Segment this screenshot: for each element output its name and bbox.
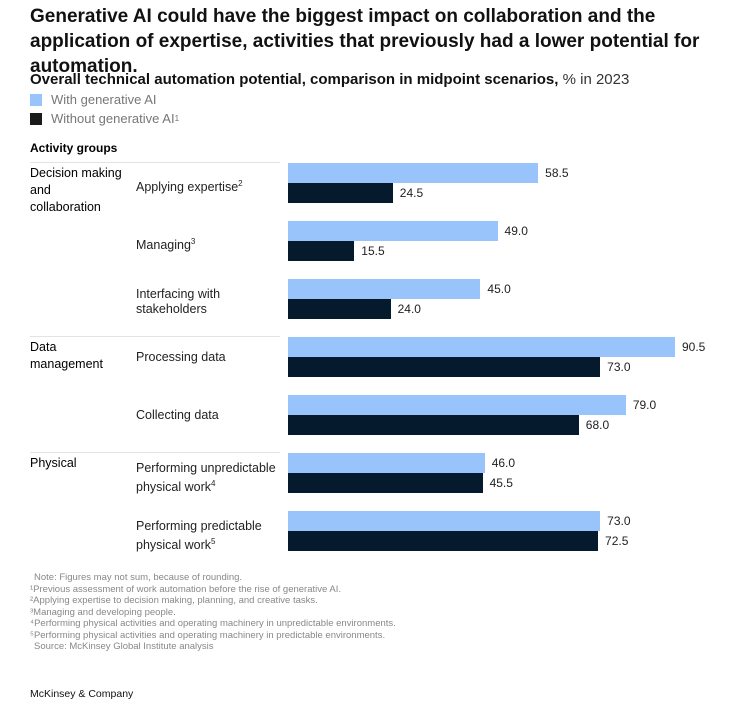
data-label-with: 45.0 [487,282,511,296]
footnote-line: ²Applying expertise to decision making, … [30,595,318,606]
brand-logo: McKinsey & Company [30,688,134,700]
activity-label: Interfacing with stakeholders [136,287,286,317]
legend-swatch-without [30,112,42,125]
footnote-line: ¹Previous assessment of work automation … [30,583,342,595]
activity-label: Managing3 [136,234,286,253]
group-divider [30,336,280,337]
data-label-without: 73.0 [607,360,631,374]
activity-label: Applying expertise2 [136,176,286,195]
activity-label-text: Interfacing with stakeholders [136,287,221,316]
data-label-with: 79.0 [632,398,657,412]
footnote-line: Note: Figures may not sum, because of ro… [34,572,243,583]
data-label-without: 45.5 [489,476,513,490]
legend-label-without: Without generative AI [51,111,175,126]
data-label-with: 90.5 [682,340,706,354]
group-divider [30,452,280,453]
group-label: Data management [30,340,103,371]
activity-label: Performing unpredictable physical work4 [136,461,286,495]
bar-without [288,415,579,435]
legend-label-with: With generative AI [51,92,157,107]
legend-item-with: With generative AI [30,92,157,107]
bar-without [288,183,393,203]
bar-with [288,511,601,531]
bar-with [288,453,485,473]
activity-label: Collecting data [136,408,286,423]
footnote-line: ⁵Performing physical activities and oper… [30,629,386,641]
data-label-without: 15.5 [361,244,385,258]
bar-without [288,473,483,493]
footnote-line: ⁴Performing physical activities and oper… [30,618,396,629]
legend-item-without: Without generative AI 1 [30,111,179,126]
data-label-without: 68.0 [585,418,610,432]
activity-label-text: Managing [136,238,191,253]
data-label-without: 24.5 [399,186,424,200]
activity-label-text: Collecting data [136,408,219,422]
group-label: Decision making and collaboration [30,166,122,214]
data-label-with: 73.0 [607,514,631,528]
data-label-with: 49.0 [504,224,528,238]
group-label: Physical [30,456,77,470]
footnotes: Note: Figures may not sum, because of ro… [30,572,396,653]
footnote-marker: 3 [190,237,196,246]
activity-label-text: Processing data [136,350,226,364]
footnote-marker: 2 [238,179,243,188]
headline: Generative AI could have the biggest imp… [30,6,700,77]
bar-with [288,395,626,415]
data-label-with: 58.5 [545,166,569,180]
activity-label-text: Performing unpredictable physical work [136,461,276,495]
bar-without [288,357,601,377]
group-divider [30,162,280,163]
activity-label-text: Applying expertise [136,180,239,195]
footnote-line: ³Managing and developing people. [30,606,176,618]
legend-swatch-with [30,93,42,106]
row-header: Activity groups [30,141,118,155]
chart-title: Overall technical automation potential, … [30,71,629,88]
footnote-marker: 5 [211,537,216,546]
bar-with [288,163,539,183]
activity-label: Performing predictable physical work5 [136,519,286,553]
bar-with [288,279,481,299]
activity-label-text: Performing predictable physical work [136,519,262,553]
data-label-without: 72.5 [605,534,629,548]
bar-with [288,221,498,241]
footnote-marker: 4 [211,479,216,488]
data-label-without: 24.0 [397,302,421,316]
activity-label: Processing data [136,350,286,365]
bar-without [288,531,599,551]
bar-with [288,337,675,357]
bar-without [288,299,391,319]
chart-title-text: Overall technical automation potential, … [30,71,559,88]
legend-sup: 1 [174,114,180,123]
data-label-with: 46.0 [491,456,516,470]
chart-unit: % in 2023 [562,71,630,88]
bar-without [288,241,355,261]
footnote-line: Source: McKinsey Global Institute analys… [34,641,214,652]
